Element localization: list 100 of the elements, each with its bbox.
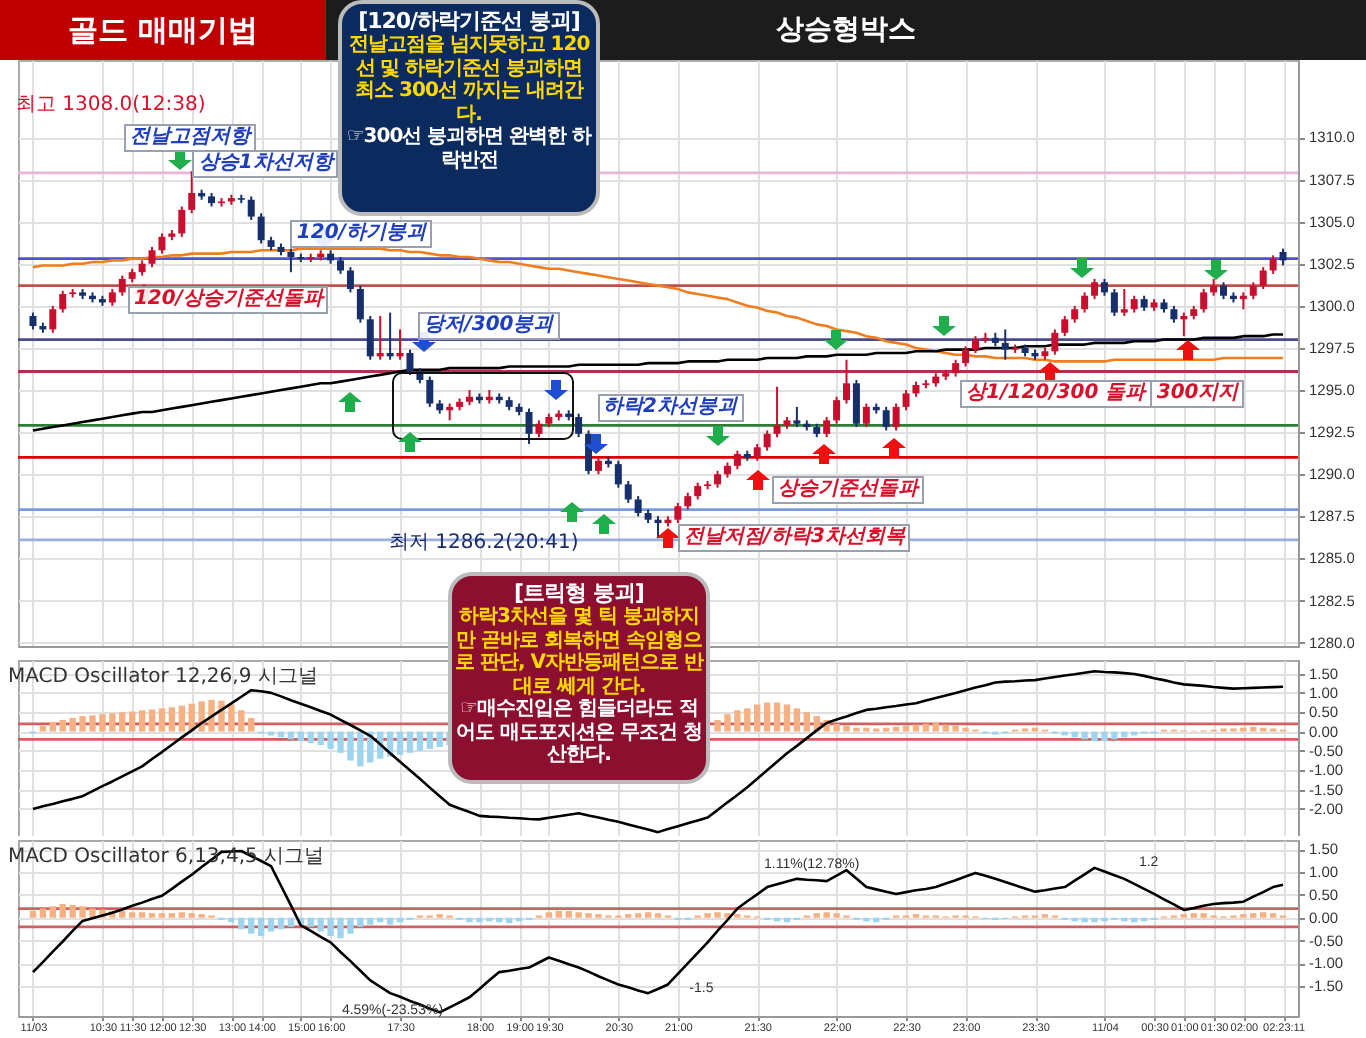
bar [158, 708, 166, 732]
candlestick [188, 170, 196, 215]
candlestick [148, 245, 156, 269]
bar [436, 731, 443, 748]
annotation: 하락2차선붕괴 [597, 394, 744, 422]
candlestick [823, 415, 831, 439]
candlestick [892, 402, 900, 432]
annotation: 상1/120/300 돌파 [960, 380, 1152, 408]
bar [396, 731, 404, 755]
chart-title: MACD Oscillator 12,26,9 시그널 [8, 664, 318, 690]
candlestick [1001, 328, 1009, 361]
candlestick [49, 304, 57, 334]
bar [168, 707, 176, 732]
annotation: 상승1차선저항 [192, 150, 339, 178]
candlestick [257, 212, 265, 245]
candlestick [118, 274, 126, 297]
bar [39, 908, 47, 918]
bar [277, 917, 285, 930]
candlestick [59, 289, 67, 314]
candlestick [862, 402, 870, 429]
bar [39, 725, 47, 732]
candlestick [346, 266, 354, 294]
bar [793, 708, 801, 732]
bar [922, 723, 930, 732]
bar [287, 917, 295, 927]
annotation: [트릭형 붕괴] [512, 580, 646, 606]
candlestick [525, 407, 533, 445]
chart-subtitle: 상승형박스 [776, 14, 916, 46]
bar [257, 917, 265, 936]
annotation: 최저 1286.2(20:41) [389, 532, 579, 554]
bar [128, 711, 136, 732]
candlestick [843, 358, 850, 405]
annotation: ☞매수진입은 힘들더라도 적어도 매도포지션은 무조건 청산한다. [454, 698, 704, 767]
candlestick [733, 449, 741, 471]
bar [902, 725, 910, 732]
candlestick [575, 412, 583, 439]
candlestick [158, 232, 166, 255]
bar [892, 726, 900, 732]
candlestick [178, 205, 186, 238]
bar [29, 910, 37, 918]
candlestick [1061, 314, 1069, 338]
candlestick [1200, 288, 1208, 314]
annotation: 당저/300붕괴 [418, 312, 560, 340]
candlestick [1091, 277, 1099, 301]
candlestick [962, 345, 970, 368]
line-series [31, 333, 1285, 432]
bar [803, 712, 811, 732]
candlestick [634, 495, 642, 518]
candlestick [247, 195, 255, 221]
annotation: 120/하기붕괴 [290, 220, 432, 248]
candlestick [426, 375, 434, 408]
chart-title: 골드 매매기법 [0, 0, 326, 60]
speech-bubble: [120/하락기준선 붕괴] 전날고점을 넘지못하고 120선 및 하락기준선 붕괴하면 최소 300선 까지는 내려간다. ☞300선 붕괴하면 완벽한 하락반전 [338, 0, 600, 216]
candlestick [356, 284, 364, 324]
bar [49, 721, 56, 732]
bar [773, 702, 781, 732]
speech-bubble: [트릭형 붕괴] 하락3차선을 몇 틱 붕괴하지만 곧바로 회복하면 속임형으로 판단, V자반등패턴으로 반대로 쎄게 간다. ☞매수진입은 힘들더라도 적어도 매도포지션은 무조건 청산한다. [448, 572, 710, 784]
bar [178, 912, 185, 918]
bar [138, 710, 146, 732]
candlestick [674, 501, 682, 525]
candlestick [614, 459, 622, 489]
candlestick [1269, 254, 1277, 275]
candlestick [852, 378, 860, 429]
candlestick [1081, 291, 1089, 314]
candlestick [366, 314, 374, 361]
bar [644, 912, 652, 918]
bar [148, 709, 156, 732]
bar [545, 912, 553, 918]
candlestick [287, 247, 295, 274]
candlestick [773, 385, 781, 439]
annotation: 300지지 [1150, 380, 1245, 408]
bar [128, 912, 136, 918]
bar [49, 906, 56, 918]
annotation: ☞300선 붕괴하면 완벽한 하락반전 [344, 126, 594, 172]
candlestick [763, 429, 771, 452]
bar [386, 917, 394, 925]
annotation: 전날저점/하락3차선회복 [677, 524, 911, 552]
bar [138, 912, 146, 918]
candlestick [1120, 288, 1128, 317]
annotation: 하락3차선을 몇 틱 붕괴하지만 곧바로 회복하면 속임형으로 판단, V자반등패턴으로 반대로 쎄게 간다. [454, 606, 704, 698]
candlestick [833, 395, 841, 425]
annotation: 최고 1308.0(12:38) [16, 94, 206, 116]
bar [763, 702, 771, 732]
candlestick [1259, 266, 1267, 291]
bar [426, 731, 434, 749]
candlestick [1110, 288, 1118, 317]
bar [912, 724, 920, 732]
annotation: 120/상승기준선돌파 [127, 286, 329, 314]
candlestick [406, 348, 414, 376]
bar [416, 731, 424, 751]
annotation: 상승기준선돌파 [771, 476, 924, 504]
candlestick [793, 405, 801, 429]
bar [754, 704, 761, 732]
annotation: 전날고점을 넘지못하고 120선 및 하락기준선 붕괴하면 최소 300선 까지는 내려간다. [346, 34, 592, 126]
bar [1260, 912, 1267, 918]
bar [783, 704, 791, 732]
candlestick [624, 479, 632, 504]
annotation: 전날고점저항 [123, 124, 256, 152]
bar [406, 731, 414, 753]
candlestick [1051, 328, 1059, 356]
